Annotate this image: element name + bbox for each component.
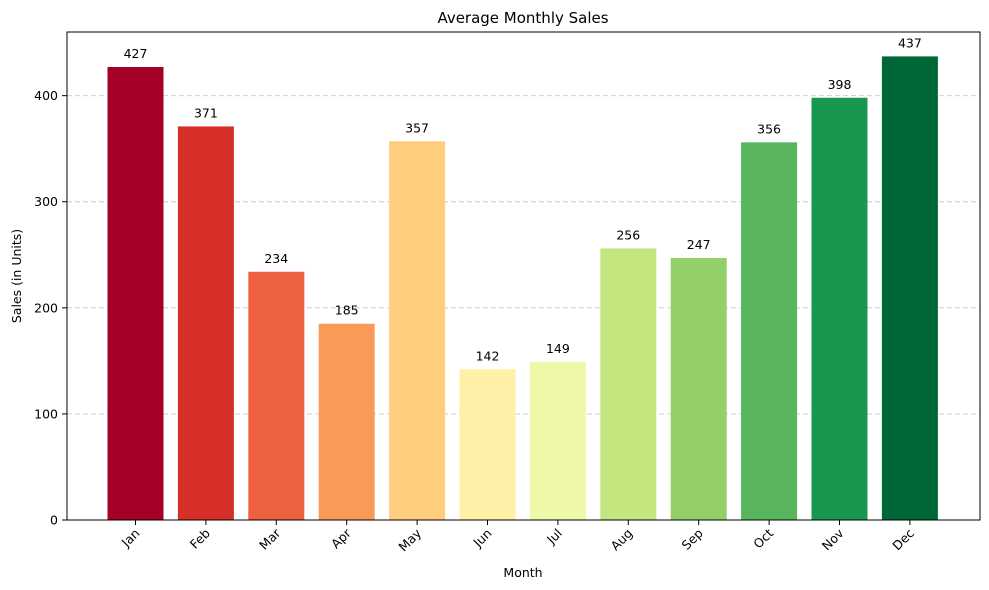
y-axis-label: Sales (in Units) bbox=[9, 229, 24, 323]
bar-mar bbox=[248, 271, 305, 520]
data-label-jan: 427 bbox=[124, 46, 148, 61]
bar-may bbox=[389, 141, 446, 520]
x-tick-label: Jul bbox=[543, 526, 565, 548]
bar-jul bbox=[529, 361, 586, 520]
plot-frame bbox=[66, 31, 981, 521]
bar-jun bbox=[459, 369, 516, 520]
bar-sep bbox=[670, 257, 727, 520]
data-label-feb: 371 bbox=[194, 105, 218, 120]
data-label-apr: 185 bbox=[335, 303, 359, 318]
bar-nov bbox=[811, 97, 868, 520]
bar-aug bbox=[600, 248, 657, 520]
x-tick-label: Nov bbox=[819, 525, 847, 553]
data-label-jun: 142 bbox=[476, 348, 500, 363]
y-tick-label: 100 bbox=[34, 406, 58, 421]
x-tick-label: Jan bbox=[118, 526, 143, 551]
x-tick-label: Apr bbox=[328, 525, 355, 552]
bar-jan bbox=[107, 67, 164, 520]
data-label-dec: 437 bbox=[898, 35, 922, 50]
bar-apr bbox=[318, 323, 375, 520]
x-tick-label: Aug bbox=[608, 526, 636, 554]
data-label-nov: 398 bbox=[828, 77, 852, 92]
bars bbox=[107, 56, 938, 521]
data-labels: 427 371 234 185 357 142 149 256 247 356 398 437 bbox=[124, 35, 922, 363]
x-tick-label: Sep bbox=[679, 525, 706, 552]
x-tick-label: Mar bbox=[256, 525, 284, 553]
data-label-oct: 356 bbox=[757, 121, 781, 136]
x-tick-label: Feb bbox=[187, 525, 213, 551]
x-axis-label: Month bbox=[503, 565, 542, 580]
y-tick-label: 0 bbox=[50, 513, 58, 528]
chart-title: Average Monthly Sales bbox=[437, 9, 608, 27]
data-label-mar: 234 bbox=[264, 251, 288, 266]
data-label-jul: 149 bbox=[546, 341, 570, 356]
bar-dec bbox=[881, 56, 938, 521]
x-tick-label: Oct bbox=[750, 525, 776, 551]
x-tick-label: Dec bbox=[889, 525, 917, 553]
bar-oct bbox=[741, 142, 798, 520]
bar-feb bbox=[177, 126, 234, 520]
data-label-sep: 247 bbox=[687, 237, 711, 252]
data-label-may: 357 bbox=[405, 120, 429, 135]
y-tick-label: 400 bbox=[34, 88, 58, 103]
x-tick-label: Jun bbox=[469, 526, 494, 551]
data-label-aug: 256 bbox=[616, 227, 640, 242]
y-tick-label: 300 bbox=[34, 194, 58, 209]
y-tick-label: 200 bbox=[34, 300, 58, 315]
x-tick-label: May bbox=[395, 525, 424, 554]
